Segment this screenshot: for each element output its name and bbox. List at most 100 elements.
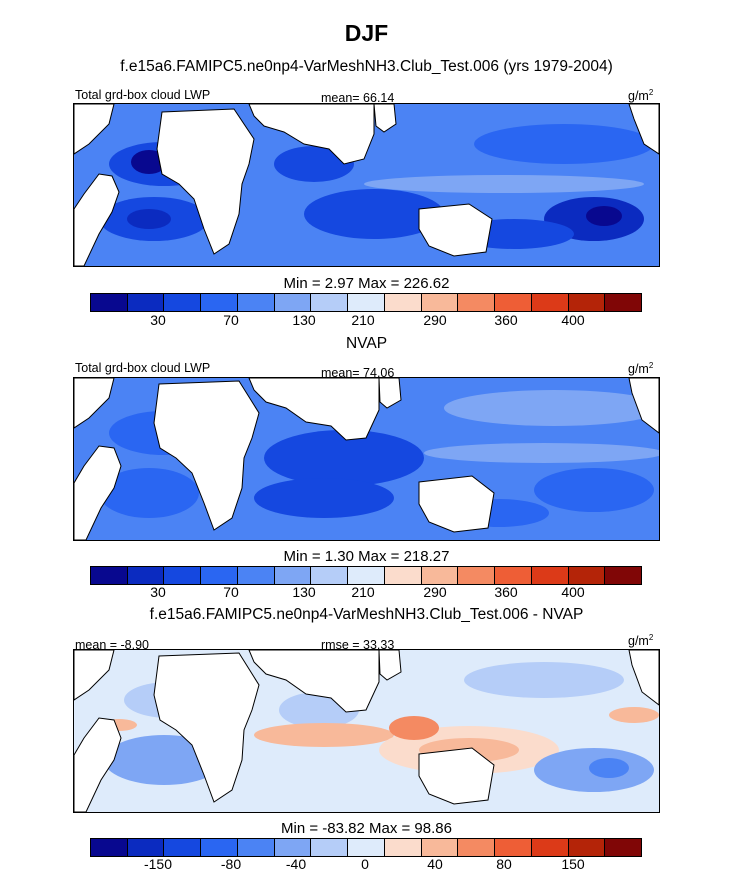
panel1-field-indian [304,189,444,239]
panel1-field-arabian [274,146,354,182]
panel2-namerica [74,378,115,429]
panel2-units: g/m2 [628,361,654,377]
panel3-colorbar [90,838,642,857]
colorbar-swatch [237,294,275,311]
panel1-minmax: Min = 2.97 Max = 226.62 [283,275,450,292]
panel2-cb-tick: 360 [494,584,518,600]
colorbar-swatch [274,567,312,584]
panel2-field-sindian [254,478,394,518]
colorbar-swatch [531,839,569,856]
panel3-samerica [74,717,122,812]
panel2-landmasses [74,378,659,540]
panel3-field-epac-pos [609,707,659,723]
colorbar-swatch [311,294,349,311]
panel2-field-satl [99,468,199,518]
colorbar-swatch [458,294,496,311]
panel3-rmse-label: rmse = 33.33 [321,638,395,652]
panel1-japan [373,104,397,133]
colorbar-swatch [531,567,569,584]
colorbar-swatch [421,839,459,856]
panel2-cb-tick: 130 [292,584,316,600]
colorbar-swatch [421,567,459,584]
panel3-cb-tick: 0 [361,856,369,872]
colorbar-swatch [91,839,128,856]
panel1-field-npac [474,124,654,164]
colorbar-swatch [531,294,569,311]
panel2-left-label: Total grd-box cloud LWP [75,361,211,375]
panel2-asia [248,378,380,441]
panel3-units: g/m2 [628,633,654,649]
colorbar-swatch [311,567,349,584]
colorbar-swatch [384,567,422,584]
panel1-cb-tick: 290 [423,312,447,328]
colorbar-swatch [458,567,496,584]
panel1-map-svg [74,104,659,266]
panel1-cb-tick: 400 [561,312,585,328]
panel3-mean-label: mean = -8.90 [75,638,150,652]
colorbar-swatch [495,294,532,311]
colorbar-swatch [495,567,532,584]
colorbar-swatch [568,567,606,584]
colorbar-swatch [384,839,422,856]
panel1-left-label: Total grd-box cloud LWP [75,88,211,102]
colorbar-swatch [127,567,165,584]
panel3-map [73,649,660,813]
colorbar-swatch [164,294,202,311]
panel1-mean-label: mean= 66.14 [321,91,395,105]
panel2-map-svg [74,378,659,540]
figure-title: DJF [344,20,389,46]
panel2-field-indian [264,430,424,486]
panel2-cb-tick: 400 [561,584,585,600]
panel2-camerica [628,378,659,434]
panel1-africa [156,108,255,255]
colorbar-swatch [384,294,422,311]
panel1-cb-tick: 130 [292,312,316,328]
panel1-camerica [628,104,659,155]
colorbar-swatch [274,294,312,311]
panel3-japan [378,650,402,681]
panel1-cb-tick: 210 [351,312,375,328]
panel3-asia [248,650,380,713]
panel1-colorbar [90,293,642,312]
colorbar-swatch [164,567,202,584]
panel1-cb-tick: 70 [223,312,239,328]
panel1-field-itcz [364,175,644,193]
panel3-cb-tick: 40 [427,856,443,872]
colorbar-swatch [495,839,532,856]
panel1-namerica [74,104,115,155]
panel3-field-maritime [389,716,439,740]
panel3-cb-tick: -40 [285,856,307,872]
colorbar-swatch [605,567,642,584]
panel3-australia [418,747,495,805]
colorbar-swatch [568,294,606,311]
panel3-landmasses [74,650,659,812]
panel1-samerica [74,173,120,266]
colorbar-swatch [605,839,642,856]
colorbar-swatch [91,294,128,311]
colorbar-swatch [127,839,165,856]
panel3-camerica [628,650,659,706]
panel2-title: NVAP [345,335,388,352]
panel2-cb-tick: 70 [223,584,239,600]
panel3-minmax: Min = -83.82 Max = 98.86 [281,820,452,837]
panel1-field-satl-core [127,209,171,229]
colorbar-swatch [201,839,238,856]
panel1-landmasses [74,104,659,266]
panel2-minmax: Min = 1.30 Max = 218.27 [283,548,450,565]
colorbar-swatch [421,294,459,311]
panel2-cb-tick: 210 [351,584,375,600]
panel3-map-svg [74,650,659,812]
panel3-cb-tick: -80 [220,856,242,872]
colorbar-swatch [348,294,385,311]
colorbar-swatch [91,567,128,584]
panel2-colorbar [90,566,642,585]
panel2-field-itcz [424,443,659,463]
colorbar-swatch [237,567,275,584]
panel1-field-spac-core [586,206,622,226]
colorbar-swatch [201,294,238,311]
panel1-australia [418,203,493,257]
panel2-mean-label: mean= 74.06 [321,366,395,380]
panel2-field-npac [444,390,659,426]
panel2-africa [153,380,260,531]
panel3-field-spac-core [589,758,629,778]
